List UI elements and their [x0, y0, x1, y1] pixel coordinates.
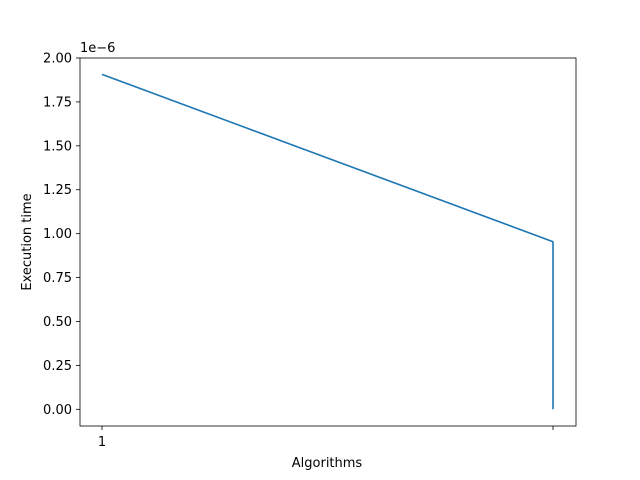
plot-frame	[79, 57, 577, 427]
y-tick-label: 1.75	[43, 95, 72, 110]
y-tick-label: 2.00	[43, 52, 72, 67]
y-tick-label: 0.00	[43, 403, 72, 418]
y-axis-label: Execution time	[20, 193, 35, 290]
y-tick-label: 0.25	[43, 359, 72, 374]
y-tick-label: 1.25	[43, 183, 72, 198]
axes-layer: 0.00 0.25 0.50 0.75 1.00 1.25 1.50 1.75 2.00 1	[43, 52, 577, 450]
x-axis-label: Algorithms	[292, 456, 363, 471]
y-tick-label: 1.00	[43, 227, 72, 242]
y-tick-label: 0.75	[43, 271, 72, 286]
y-offset-label: 1e−6	[80, 41, 115, 56]
y-tick-label: 1.50	[43, 139, 72, 154]
series-layer	[101, 73, 554, 410]
y-tick-label: 0.50	[43, 315, 72, 330]
series-line-0	[101, 73, 554, 410]
x-tick-label: 1	[98, 435, 106, 450]
text-layer: 1e−6 Algorithms Execution time	[20, 41, 362, 471]
